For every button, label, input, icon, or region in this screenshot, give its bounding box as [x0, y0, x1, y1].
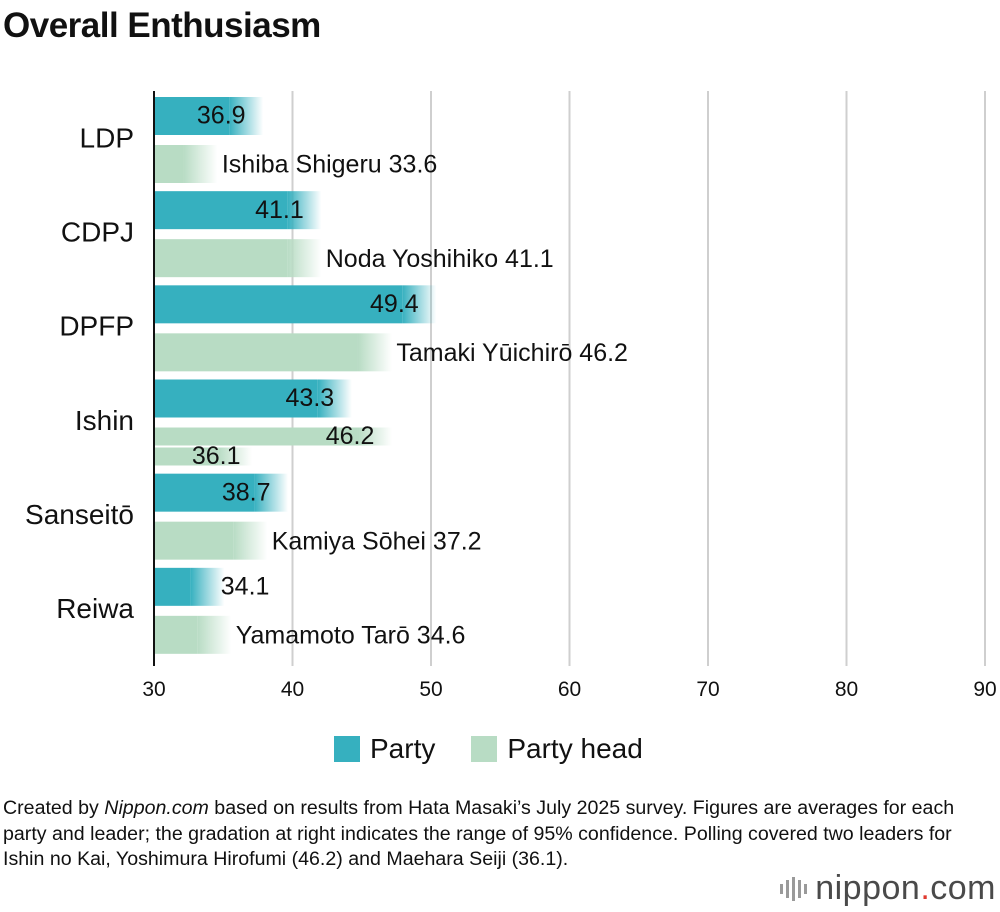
legend-swatch-party-head	[471, 736, 498, 762]
party-value-label: 36.9	[197, 102, 246, 130]
x-tick-label: 70	[696, 678, 719, 701]
nippon-logo: nippon. com	[780, 869, 996, 908]
category-label: Sanseitō	[25, 499, 134, 530]
legend-item-party-head: Party head	[471, 733, 643, 765]
party-head-bar	[154, 145, 184, 183]
party-bar	[154, 473, 255, 512]
category-label: LDP	[80, 122, 134, 153]
party-bar	[154, 97, 230, 135]
party-head-bar-confidence-fade	[233, 521, 268, 560]
party-head-bar-confidence-fade	[183, 145, 218, 183]
note-text: based on results from Hata Masaki’s July…	[3, 797, 955, 870]
party-bar-confidence-fade	[229, 97, 264, 135]
logo-dot: .	[920, 869, 931, 907]
source-note: Created by Nippon.com based on results f…	[3, 796, 983, 873]
bar-chart: LDP 36.9 Ishiba Shigeru 33.6 CDPJ 41.1 Noda Y…	[25, 91, 997, 701]
party-head-value-label: Kamiya Sōhei 37.2	[272, 527, 482, 555]
category-label: Reiwa	[56, 593, 134, 624]
party-head-bar	[154, 615, 198, 654]
party-head-bar	[154, 333, 358, 372]
note-source: Nippon.com	[104, 797, 209, 819]
party-bar	[154, 567, 191, 606]
category-label: CDPJ	[61, 217, 134, 248]
party-head-value-label: 36.1	[192, 442, 241, 470]
party-head-bar-confidence-fade	[197, 615, 232, 654]
category-label: DPFP	[59, 311, 134, 342]
x-tick-label: 40	[281, 678, 304, 701]
party-value-label: 49.4	[370, 290, 419, 318]
party-head-bar-confidence-fade	[287, 239, 322, 278]
legend-swatch-party	[334, 736, 360, 762]
logo-name: nippon	[815, 869, 921, 907]
x-tick-label: 90	[973, 678, 996, 701]
party-bar-confidence-fade	[254, 473, 289, 512]
x-tick-label: 50	[419, 678, 442, 701]
x-tick-label: 80	[835, 678, 858, 701]
note-prefix: Created by	[3, 797, 105, 819]
x-tick-label: 30	[142, 678, 165, 701]
party-head-value-label: Yamamoto Tarō 34.6	[236, 621, 466, 649]
legend: Party Party head	[334, 731, 679, 767]
party-value-label: 41.1	[255, 196, 304, 224]
party-head-bar-confidence-fade	[218, 447, 253, 466]
party-head-value-label: Ishiba Shigeru 33.6	[222, 151, 437, 179]
party-head-bar-confidence-fade	[357, 427, 392, 446]
party-bar	[154, 285, 403, 324]
party-head-value-label: Tamaki Yūichirō 46.2	[396, 339, 628, 367]
party-bar	[154, 191, 288, 230]
party-bar	[154, 379, 318, 418]
legend-label-party-head: Party head	[507, 733, 643, 764]
legend-label-party: Party	[370, 733, 436, 764]
party-bar-confidence-fade	[317, 379, 352, 418]
party-head-bar	[154, 427, 358, 446]
party-value-label: 43.3	[286, 384, 335, 412]
party-head-value-label: 46.2	[326, 422, 375, 450]
logo-tld: com	[930, 869, 996, 907]
party-bar-confidence-fade	[402, 285, 437, 324]
x-tick-label: 60	[558, 678, 581, 701]
logo-bars-icon	[780, 876, 808, 901]
party-head-bar	[154, 521, 234, 560]
category-label: Ishin	[75, 405, 134, 436]
chart-title: Overall Enthusiasm	[3, 6, 321, 45]
party-head-bar-confidence-fade	[357, 333, 392, 372]
legend-item-party: Party	[334, 733, 435, 765]
party-head-bar	[154, 239, 288, 278]
party-value-label: 34.1	[221, 572, 270, 600]
party-bar-confidence-fade	[287, 191, 322, 230]
party-head-value-label: Noda Yoshihiko 41.1	[326, 245, 554, 273]
party-head-bar	[154, 447, 219, 466]
party-bar-confidence-fade	[190, 567, 225, 606]
party-value-label: 38.7	[222, 478, 271, 506]
